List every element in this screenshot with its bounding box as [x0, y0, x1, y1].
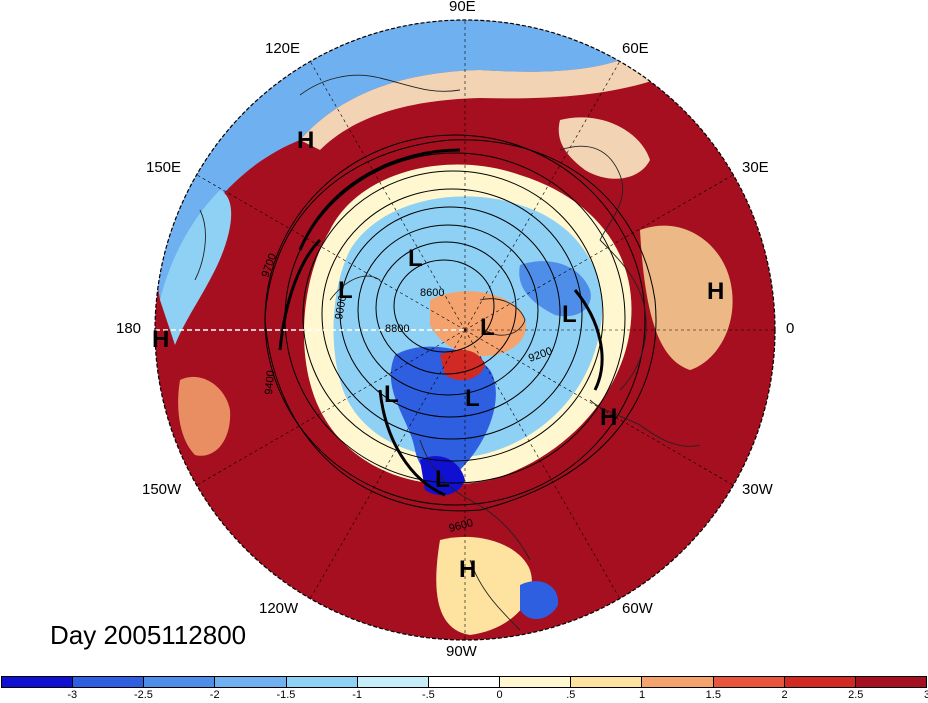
colorbar-box	[642, 677, 714, 687]
field-inner-red-patch	[440, 349, 485, 381]
contour-label: 9400	[263, 370, 277, 395]
colorbar-box	[713, 677, 785, 687]
colorbar-tick-label: 1	[639, 689, 646, 701]
low-label: L	[435, 466, 450, 493]
colorbar-box	[2, 677, 74, 687]
colorbar-box	[428, 677, 501, 687]
colorbar-tick-label: 3	[923, 689, 928, 701]
lon-label-90e: 90E	[449, 0, 476, 15]
field-layer	[155, 20, 775, 640]
lon-label-180: 180	[116, 320, 142, 337]
high-label: H	[459, 556, 476, 583]
colorbar-box	[73, 677, 145, 687]
low-label: L	[480, 314, 495, 341]
field-blue-east	[519, 261, 591, 317]
high-label: H	[707, 278, 724, 305]
field-outer-blue-north	[155, 20, 660, 300]
lon-label-120w: 120W	[259, 600, 299, 617]
field-outer-cream-north	[300, 40, 700, 150]
lon-label-90w: 90W	[446, 643, 477, 660]
low-label: L	[465, 385, 480, 412]
field-blue-south	[520, 581, 559, 620]
colorbar-tick-label: 0	[496, 689, 503, 701]
map-rim	[154, 19, 776, 641]
field-inner-warm-patch	[430, 291, 526, 356]
colorbar-tick-label: -1.5	[276, 689, 296, 701]
low-label: L	[562, 301, 577, 328]
high-label: H	[600, 404, 617, 431]
colorbar-tick-label: 2	[781, 689, 788, 701]
lon-label-60e: 60E	[622, 40, 649, 57]
low-label: L	[384, 381, 399, 408]
contour-label: 8600	[420, 287, 444, 299]
low-label: L	[408, 245, 423, 272]
lon-label-120e: 120E	[265, 40, 301, 57]
colorbar-tick-label: -.5	[421, 689, 435, 701]
lon-label-150e: 150E	[146, 159, 182, 176]
field-cream-east	[640, 225, 733, 370]
field-cream-ne	[558, 117, 650, 179]
day-label: Day 2005112800	[50, 620, 247, 650]
colorbar	[1, 676, 927, 688]
colorbar-tick-label: -2	[209, 689, 220, 701]
field-outer-blue-nw	[160, 190, 232, 345]
colorbar-box	[286, 677, 358, 687]
high-label: H	[152, 326, 169, 353]
colorbar-tick-label: 2.5	[848, 689, 864, 701]
colorbar-box	[784, 677, 856, 687]
colorbar-box	[144, 677, 216, 687]
field-inner-deep-blue	[390, 346, 496, 478]
colorbar-tick-labels: -3 -2.5 -2 -1.5 -1 -.5 0 .5 1 1.5 2 2.5 3	[0, 689, 928, 703]
field-cream-south	[436, 536, 532, 635]
field-cream-w	[178, 376, 231, 456]
colorbar-box	[215, 677, 287, 687]
field-inner-deep-blue-2	[420, 456, 465, 496]
colorbar-box	[357, 677, 429, 687]
low-label: L	[338, 277, 353, 304]
colorbar-box	[500, 677, 572, 687]
lon-label-30e: 30E	[742, 159, 769, 176]
lon-label-30w: 30W	[742, 481, 773, 498]
colorbar-box	[571, 677, 643, 687]
pressure-system-labels: H H H H H L L L L L L L	[152, 127, 724, 583]
lon-label-150w: 150W	[142, 481, 182, 498]
contour-label: 8800	[385, 323, 409, 335]
colorbar-tick-label: -3	[67, 689, 78, 701]
colorbar-tick-label: .5	[566, 689, 576, 701]
colorbar-tick-label: -1	[352, 689, 363, 701]
lon-label-60w: 60W	[622, 600, 653, 617]
jet-contours	[278, 148, 604, 497]
lon-label-0: 0	[786, 320, 795, 337]
high-label: H	[297, 127, 314, 154]
colorbar-box	[855, 677, 927, 687]
colorbar-tick-label: -2.5	[133, 689, 153, 701]
graticule	[196, 20, 775, 640]
contour-label: 9000	[333, 294, 349, 320]
coastlines	[194, 74, 701, 631]
colorbar-tick-label: 1.5	[705, 689, 721, 701]
